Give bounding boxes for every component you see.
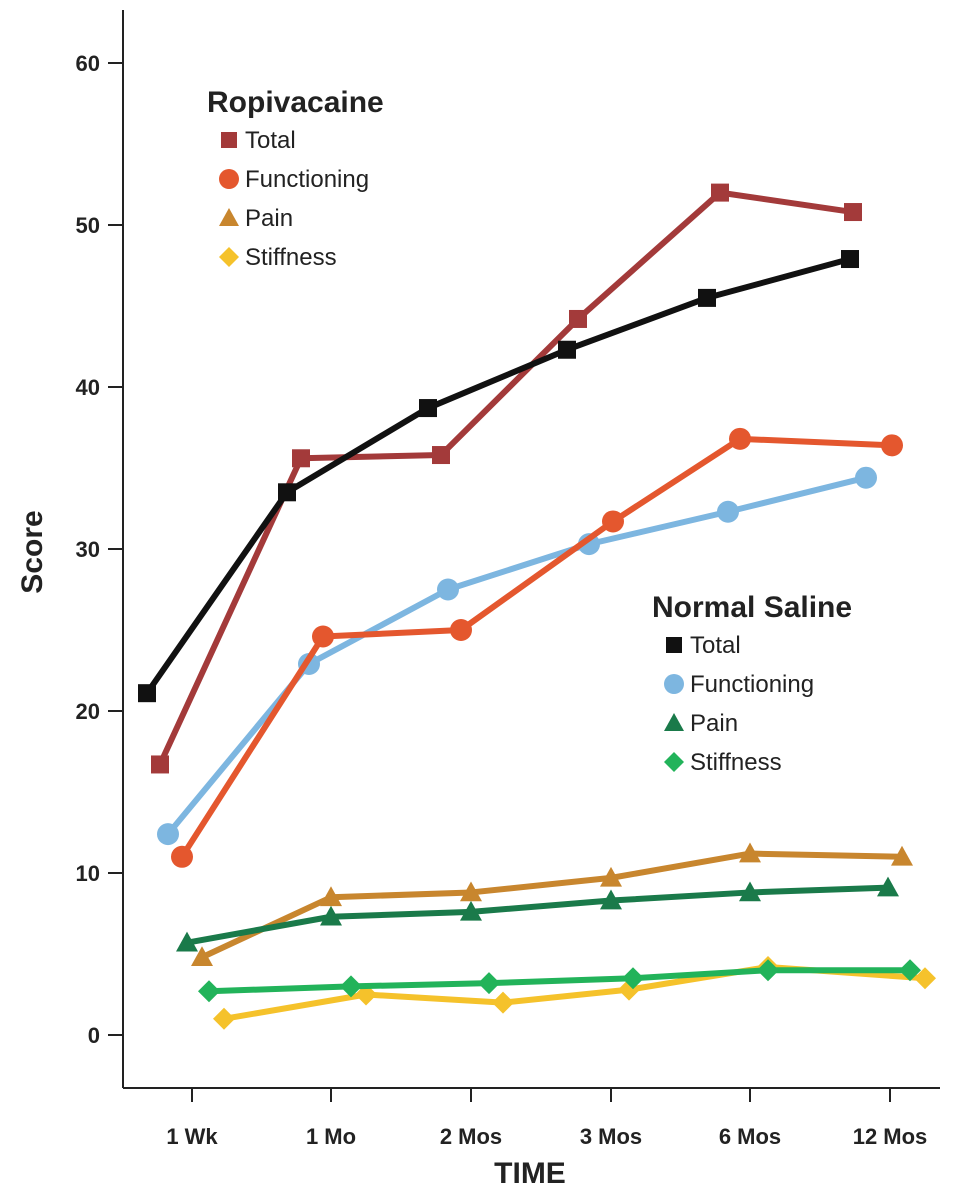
- legend-label: Pain: [245, 205, 293, 232]
- data-point: [419, 399, 437, 418]
- data-point: [877, 876, 899, 897]
- series-line: [208, 967, 910, 995]
- data-point: [278, 483, 296, 502]
- data-point: [622, 967, 644, 990]
- y-tick-label: 50: [76, 213, 100, 238]
- y-tick-label: 20: [76, 699, 100, 724]
- legend-marker: [221, 132, 237, 148]
- legend-marker: [664, 674, 684, 694]
- data-point: [757, 959, 779, 982]
- data-point: [292, 449, 310, 468]
- data-point: [914, 967, 936, 990]
- x-tick-label: 12 Mos: [853, 1124, 928, 1149]
- data-point: [460, 900, 482, 921]
- legend-marker: [664, 752, 684, 772]
- data-point: [881, 434, 903, 457]
- series-normal-saline-stiffness: [198, 959, 921, 1003]
- data-point: [157, 823, 179, 846]
- series-normal-saline-pain: [176, 876, 899, 952]
- y-axis-title: Score: [16, 510, 49, 593]
- series-ropivacaine-functioning: [171, 427, 903, 868]
- series-line: [179, 435, 893, 859]
- data-point: [198, 980, 220, 1003]
- series-line: [144, 256, 851, 695]
- data-point: [492, 991, 514, 1014]
- series-line: [223, 963, 926, 1022]
- legend-layer: Ropivacaine Total Functioning Pain Stiffness…: [207, 86, 852, 776]
- data-point: [891, 845, 913, 866]
- series-line: [165, 474, 867, 837]
- data-point: [899, 959, 921, 982]
- data-point: [191, 946, 213, 967]
- data-point: [340, 975, 362, 998]
- legend-title: Ropivacaine: [207, 86, 384, 119]
- data-point: [600, 889, 622, 910]
- data-point: [320, 905, 342, 926]
- data-point: [138, 684, 156, 703]
- y-tick-label: 10: [76, 861, 100, 886]
- data-point: [739, 881, 761, 902]
- data-point: [844, 203, 862, 222]
- series-line: [186, 884, 889, 946]
- data-point: [578, 533, 600, 556]
- legend-marker: [666, 637, 682, 653]
- y-tick-label: 30: [76, 537, 100, 562]
- legend-marker: [664, 713, 684, 731]
- data-point: [151, 755, 169, 774]
- data-point: [600, 866, 622, 887]
- x-tick-label: 1 Mo: [306, 1124, 356, 1149]
- data-point: [569, 309, 587, 328]
- x-tick-label: 1 Wk: [166, 1124, 218, 1149]
- data-point: [437, 578, 459, 601]
- legend-marker: [219, 169, 239, 189]
- data-point: [855, 466, 877, 489]
- data-point: [478, 972, 500, 995]
- data-point: [729, 427, 751, 450]
- data-point: [312, 625, 334, 648]
- y-tick-label: 60: [76, 51, 100, 76]
- legend-label: Functioning: [690, 671, 814, 698]
- data-point: [558, 340, 576, 359]
- series-ropivacaine-stiffness: [213, 955, 936, 1030]
- data-point: [698, 288, 716, 307]
- series-normal-saline-total: [138, 250, 859, 703]
- data-point: [176, 931, 198, 952]
- data-point: [841, 250, 859, 269]
- legend-label: Stiffness: [690, 749, 782, 776]
- y-tick-label: 40: [76, 375, 100, 400]
- legend-marker: [219, 247, 239, 267]
- x-axis-title: TIME: [494, 1157, 566, 1190]
- series-line: [200, 850, 903, 960]
- legend-label: Total: [690, 632, 741, 659]
- data-point: [717, 500, 739, 523]
- data-point: [739, 842, 761, 863]
- data-point: [711, 183, 729, 202]
- legend-marker: [219, 208, 239, 226]
- y-ticks: 0 10 20 30 40 50 60: [76, 51, 123, 1048]
- data-point: [460, 881, 482, 902]
- legend-label: Stiffness: [245, 244, 337, 271]
- data-point: [171, 845, 193, 868]
- y-tick-label: 0: [88, 1023, 100, 1048]
- x-tick-label: 6 Mos: [719, 1124, 781, 1149]
- legend-normal-saline: Normal Saline Total Functioning Pain Stiffne…: [652, 591, 852, 776]
- data-point: [320, 886, 342, 907]
- data-point: [213, 1007, 235, 1030]
- series-ropivacaine-pain: [191, 842, 913, 967]
- data-point: [432, 446, 450, 465]
- legend-label: Total: [245, 127, 296, 154]
- series-layer: [138, 183, 936, 1030]
- legend-label: Pain: [690, 710, 738, 737]
- legend-label: Functioning: [245, 166, 369, 193]
- x-tick-label: 3 Mos: [580, 1124, 642, 1149]
- legend-ropivacaine: Ropivacaine Total Functioning Pain Stiffness: [207, 86, 384, 271]
- data-point: [450, 619, 472, 641]
- x-ticks: 1 Wk 1 Mo 2 Mos 3 Mos 6 Mos 12 Mos: [166, 1088, 927, 1149]
- x-tick-label: 2 Mos: [440, 1124, 502, 1149]
- data-point: [602, 510, 624, 533]
- legend-title: Normal Saline: [652, 591, 852, 624]
